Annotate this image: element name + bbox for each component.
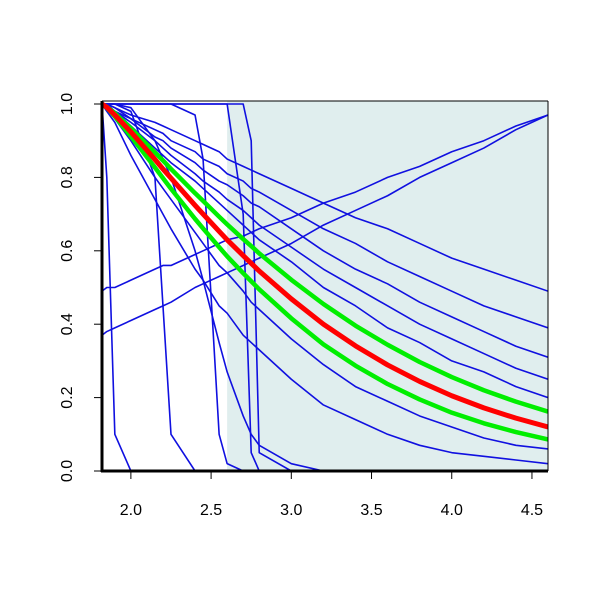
y-tick-label: 1.0 [59,93,76,115]
x-tick-label: 3.0 [280,502,302,519]
x-tick-label: 4.5 [521,502,543,519]
x-tick-label: 2.5 [200,502,222,519]
series-line [102,103,548,292]
series-line [102,103,548,465]
plot-area [102,101,548,471]
series-line [102,102,548,442]
x-tick-label: 3.5 [360,502,382,519]
series-line [102,103,548,450]
series-line [102,103,548,471]
y-tick-label: 0.4 [59,313,76,335]
x-tick-label: 2.0 [120,502,142,519]
series-line [102,114,548,336]
y-tick-label: 0.2 [59,386,76,408]
series-line [102,101,548,430]
axes: 2.0 2.5 3.0 3.5 4.0 4.5 0.0 0.2 0.4 0.6 0.8 1.0 [59,93,549,519]
x-tick-label: 4.0 [441,502,463,519]
y-tick-label: 0.0 [59,460,76,482]
y-tick-label: 0.6 [59,240,76,262]
series-line [102,103,548,329]
y-tick-label: 0.8 [59,166,76,188]
series-line [102,102,548,414]
series-line [102,103,548,471]
